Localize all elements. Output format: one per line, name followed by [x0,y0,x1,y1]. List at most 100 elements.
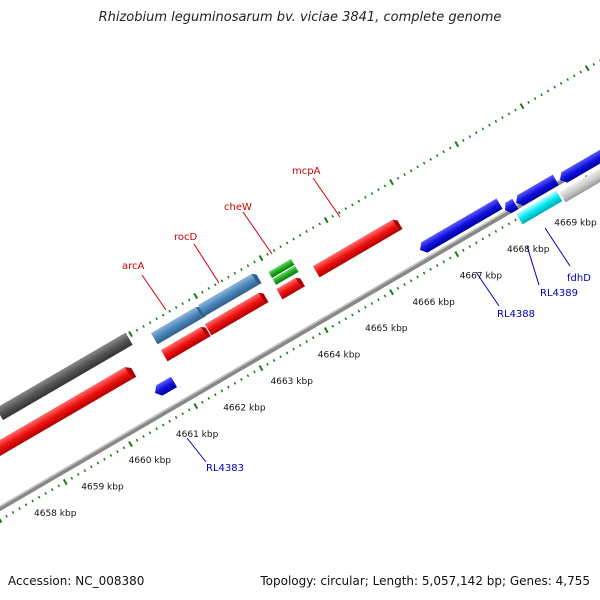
minor-tick [292,237,295,241]
minor-tick [298,343,302,347]
gene-blue-upper[interactable] [513,174,559,209]
gene-red-left[interactable] [0,365,137,458]
minor-tick [579,70,583,74]
minor-tick [266,362,269,366]
gene-RL4383[interactable] [152,376,178,398]
minor-tick [5,514,8,518]
minor-tick [409,279,413,283]
gene-dark-left[interactable] [0,332,133,421]
minor-tick [448,146,452,150]
scale-label: 4660 kbp [129,456,172,466]
minor-tick [207,287,211,290]
minor-tick [272,359,276,362]
minor-tick [83,469,87,473]
minor-tick [416,165,419,169]
minor-tick [266,252,269,256]
minor-tick [220,389,224,393]
gene-fdhD[interactable] [516,190,563,225]
minor-tick [403,283,406,286]
gene-light-far[interactable] [559,161,600,203]
minor-tick [540,93,543,97]
map-title: Rhizobium leguminosarum bv. viciae 3841,… [98,10,502,25]
minor-tick [533,97,537,101]
inner-tick-ring [0,169,600,524]
gene-RL4388[interactable] [417,198,503,256]
gene-red-b[interactable] [204,291,269,336]
minor-tick [507,112,511,116]
minor-tick [396,176,400,180]
minor-tick [31,499,34,503]
scale-label: 4669 kbp [554,219,597,229]
gene-arcA[interactable] [150,305,206,345]
gene-mcpA[interactable] [312,218,403,278]
major-tick [0,518,3,524]
major-tick [258,254,264,262]
gene-label-fdhD: fdhD [567,273,591,284]
minor-tick [488,123,491,127]
minor-tick [409,169,413,173]
gene-label-rocD: rocD [174,232,198,243]
minor-tick [233,381,237,385]
minor-tick [370,192,374,195]
minor-tick [37,495,41,499]
minor-tick [527,100,530,104]
minor-tick [553,85,556,89]
gene-red-a[interactable] [160,325,211,362]
minor-tick [338,211,341,214]
minor-tick [253,260,256,264]
minor-tick [501,226,504,230]
gene-blue-far[interactable] [557,144,600,186]
gene-RL4389[interactable] [502,198,519,215]
minor-tick [475,241,478,245]
minor-tick [507,222,511,226]
minor-tick [44,491,47,495]
minor-tick [279,245,282,249]
minor-tick [377,298,380,302]
minor-tick [298,233,302,237]
minor-tick [122,446,126,450]
scale-label: 4663 kbp [271,377,314,387]
minor-tick [201,290,204,294]
minor-tick [18,507,21,511]
gene-cheW[interactable] [268,258,299,285]
minor-tick [396,286,400,290]
scale-label: 4668 kbp [507,245,550,255]
minor-tick [559,81,563,85]
major-tick [519,103,525,110]
minor-tick [448,256,452,260]
minor-tick [442,150,445,154]
major-tick [62,478,68,486]
minor-tick [488,233,491,237]
minor-tick [214,283,217,287]
minor-tick [344,317,348,321]
gene-label-mcpA: mcpA [292,166,321,177]
minor-tick [135,438,139,442]
gene-label-arcA: arcA [122,261,145,272]
minor-tick [383,184,387,188]
major-tick [454,251,460,258]
gene-label-leaders [141,177,571,463]
minor-tick [109,453,113,457]
minor-tick [77,472,80,476]
minor-tick [187,298,191,302]
gene-label-RL4383: RL4383 [206,463,244,474]
scale-label: 4667 kbp [460,271,503,281]
minor-tick [148,431,152,435]
major-tick [193,292,199,300]
minor-tick [435,264,439,268]
gene-rocD[interactable] [197,272,262,317]
minor-tick [174,306,178,309]
minor-tick [292,347,295,351]
minor-tick [364,195,367,199]
minor-tick [331,214,335,218]
minor-tick [481,237,485,241]
minor-tick [168,309,171,313]
minor-tick [462,248,465,252]
minor-tick [494,229,498,233]
minor-tick [429,267,432,271]
minor-tick [318,332,322,336]
gene-red-small[interactable] [276,276,305,300]
minor-tick [155,317,158,321]
minor-tick [318,222,322,226]
minor-tick [90,465,93,469]
